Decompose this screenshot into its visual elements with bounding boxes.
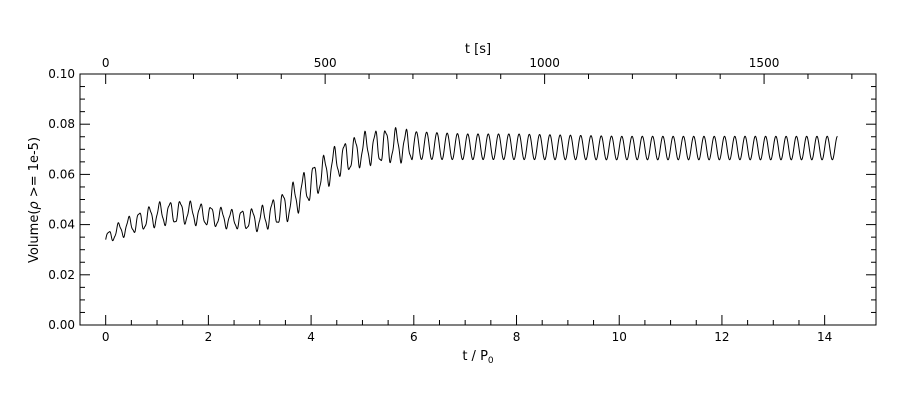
y-tick-label: 0.08	[48, 117, 75, 131]
axis-ticks	[80, 73, 876, 326]
series-line	[105, 127, 838, 242]
top-tick-label: 0	[102, 56, 110, 70]
plot-frame	[79, 73, 877, 326]
y-axis-label: Volume(ρ >= 1e-5)	[27, 137, 42, 263]
x-tick-label: 4	[307, 330, 315, 344]
y-tick-label: 0.04	[48, 218, 75, 232]
x-tick-label: 6	[410, 330, 418, 344]
x-tick-label: 8	[513, 330, 521, 344]
top-tick-label: 500	[314, 56, 337, 70]
x-tick-label: 2	[205, 330, 213, 344]
y-tick-label: 0.00	[48, 318, 75, 332]
x-tick-label: 12	[714, 330, 729, 344]
x-tick-label: 0	[102, 330, 110, 344]
x-tick-label: 10	[612, 330, 627, 344]
x-tick-label: 14	[817, 330, 832, 344]
axis-tick-labels: 0 2 4 6 8 10 12 14 0 500 1000 1500 0.00 0.02 0.04 0.06 0…	[48, 56, 832, 344]
top-tick-label: 1000	[529, 56, 560, 70]
x-axis-label: t / P0	[462, 349, 494, 366]
y-tick-label: 0.06	[48, 167, 75, 181]
y-tick-label: 0.02	[48, 268, 75, 282]
top-axis-label: t [s]	[465, 42, 491, 57]
top-tick-label: 1500	[749, 56, 780, 70]
y-tick-label: 0.10	[48, 67, 75, 81]
